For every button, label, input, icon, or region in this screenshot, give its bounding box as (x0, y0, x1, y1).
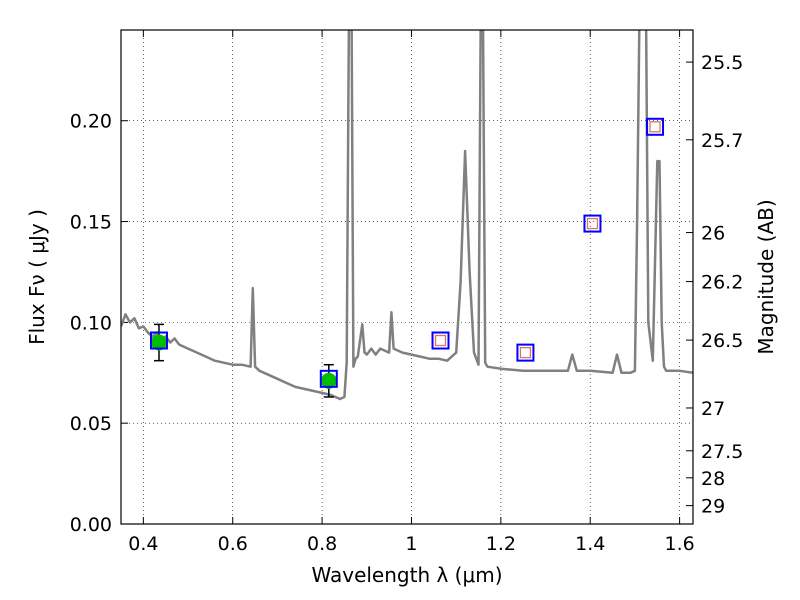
x-tick-label: 0.6 (218, 533, 248, 555)
right-axis-label: Magnitude (AB) (754, 199, 778, 354)
model-band-flux-square (516, 343, 535, 362)
upper-limit-square (434, 334, 447, 347)
x-tick-label: 1.4 (575, 533, 605, 555)
model-spectrum-line (121, 30, 693, 401)
x-axis-label: Wavelength λ (μm) (311, 563, 502, 587)
upper-limit-square (519, 346, 532, 359)
model-band-flux-square (431, 331, 450, 350)
y-tick-label: 0.15 (70, 212, 112, 234)
upper-limit-square (586, 217, 599, 230)
y-tick-label: 0.10 (70, 312, 112, 334)
model-band-flux-square (583, 214, 602, 233)
upper-limit-square (649, 121, 661, 133)
right-tick-label: 26 (701, 223, 725, 245)
y-axis-label: Flux Fν ( μJy ) (25, 209, 49, 345)
model-band-flux-square (319, 369, 338, 388)
plot-frame (120, 29, 694, 525)
x-tick-label: 1 (405, 533, 417, 555)
right-ticks: 25.5 25.7 26 26.2 26.5 27 27.5 28 29 (686, 52, 743, 518)
model-band-flux-square (149, 331, 168, 350)
x-tick-label: 0.8 (307, 533, 337, 555)
right-tick-label: 25.7 (701, 130, 743, 152)
y-tick-label: 0.05 (70, 413, 112, 435)
right-tick-label: 25.5 (701, 52, 743, 74)
y-tick-label: 0.00 (70, 514, 112, 536)
grid (121, 30, 693, 525)
right-tick-label: 28 (701, 468, 725, 490)
x-tick-label: 0.4 (128, 533, 158, 555)
right-tick-label: 29 (701, 496, 725, 518)
right-tick-label: 26.5 (701, 330, 743, 352)
right-tick-label: 27.5 (701, 441, 743, 463)
y-ticks: 0.00 0.05 0.10 0.15 0.20 (70, 111, 128, 536)
model-band-flux-square (646, 117, 665, 136)
x-tick-label: 1.2 (486, 533, 516, 555)
plot-area (121, 30, 693, 401)
right-tick-label: 26.2 (701, 272, 743, 294)
right-tick-label: 27 (701, 398, 725, 420)
y-tick-label: 0.20 (70, 111, 112, 133)
x-ticks: 0.4 0.6 0.8 1 1.2 1.4 1.6 (128, 30, 695, 555)
x-tick-label: 1.6 (664, 533, 694, 555)
